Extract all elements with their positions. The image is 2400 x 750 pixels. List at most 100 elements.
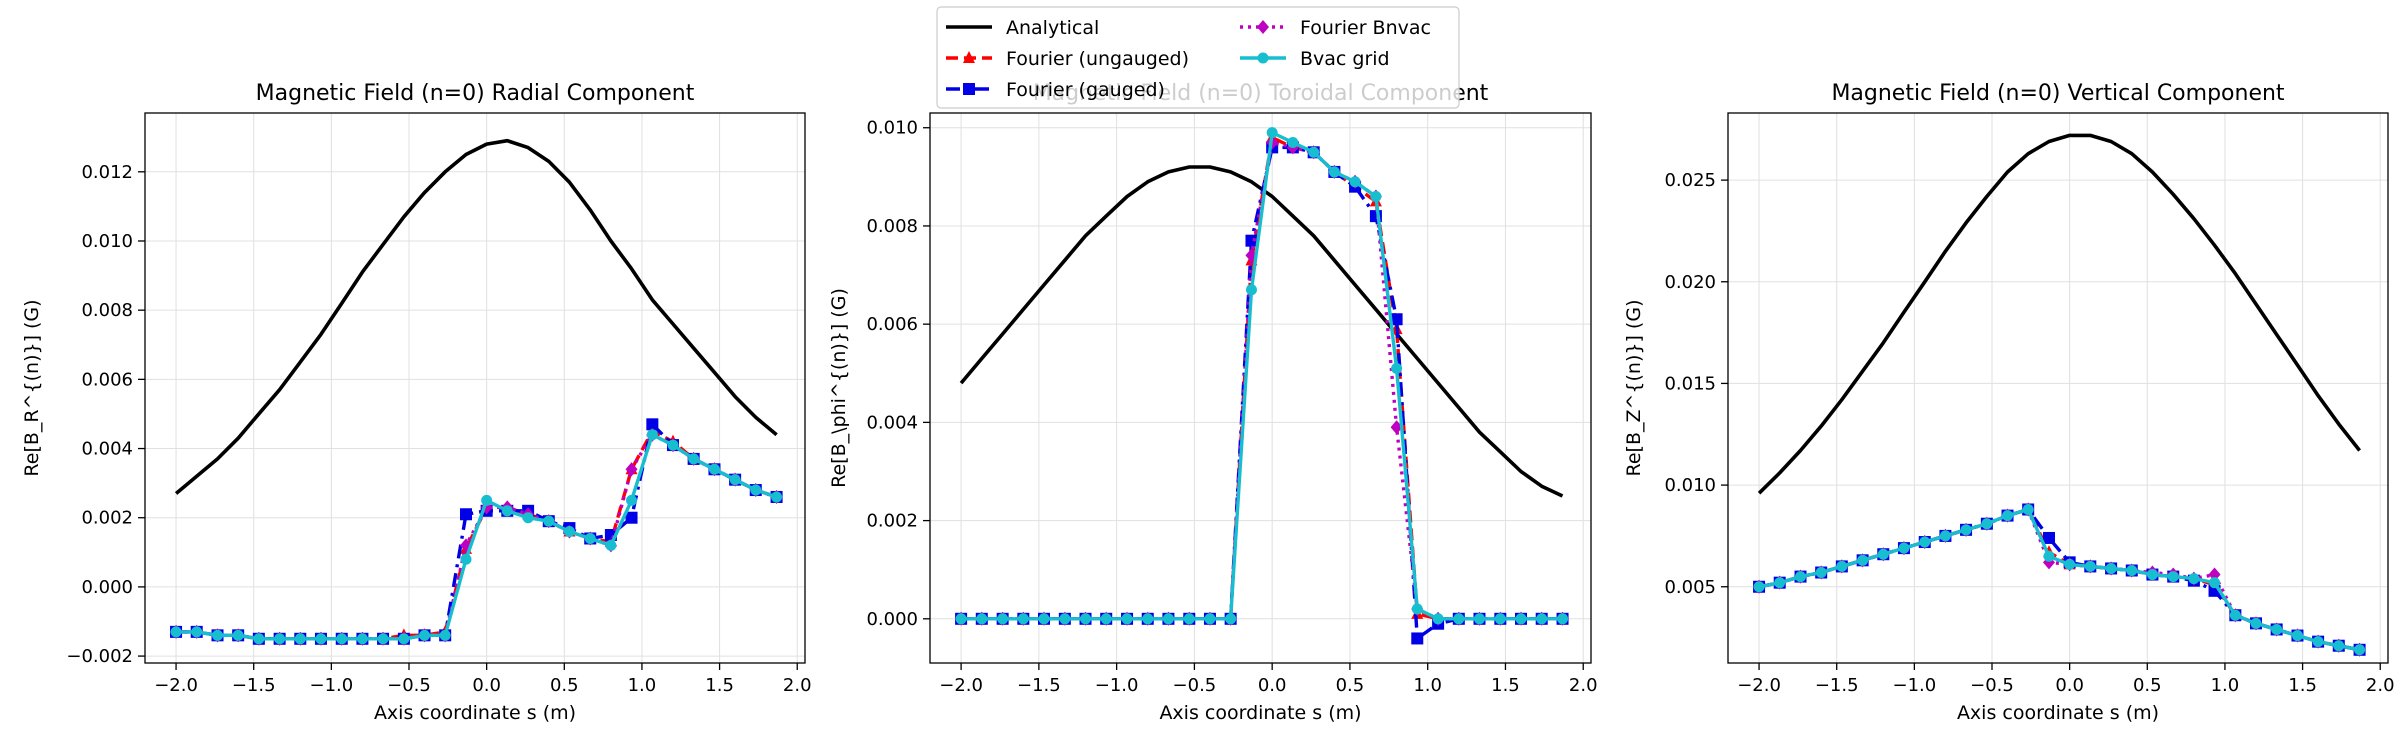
data-point	[459, 508, 472, 521]
data-point	[2146, 569, 2158, 581]
data-point	[1017, 613, 1029, 625]
y-tick-label: 0.006	[866, 314, 918, 335]
chart-panel-3: −2.0 −1.5 −1.0 −0.5 0.0 0.5 1.0 1.5 2.0 0.005 0.01…	[1623, 81, 2395, 724]
data-point	[1328, 166, 1340, 178]
data-point	[294, 633, 306, 645]
data-point	[563, 526, 575, 538]
data-point	[625, 511, 638, 524]
x-tick-label: −1.5	[1815, 675, 1859, 696]
data-point	[274, 633, 286, 645]
series-line	[1757, 133, 2362, 495]
data-point	[584, 532, 596, 544]
x-tick-label: 2.0	[1569, 675, 1598, 696]
y-axis-label: Re[B_Z^{(n)}] (G)	[1623, 300, 1645, 477]
data-point	[356, 633, 368, 645]
data-point	[688, 453, 700, 465]
data-point	[646, 429, 658, 441]
data-point	[1981, 518, 1993, 530]
data-point	[1494, 613, 1506, 625]
legend-box	[936, 6, 1460, 109]
data-point	[1183, 613, 1195, 625]
data-point	[729, 474, 741, 486]
data-point	[1204, 613, 1216, 625]
legend-label: Bvac grid	[1300, 48, 1390, 70]
chart-panel-2: −2.0 −1.5 −1.0 −0.5 0.0 0.5 1.0 1.5 2.0 0.000 0.00…	[828, 81, 1598, 724]
data-point	[750, 484, 762, 496]
legend-marker	[1257, 52, 1269, 64]
legend-entry: Bvac grid	[1240, 48, 1390, 70]
legend-entry: Fourier (ungauged)	[946, 48, 1189, 70]
data-point	[1391, 362, 1403, 374]
x-tick-label: −1.5	[232, 675, 276, 696]
data-point	[2354, 644, 2366, 656]
data-point	[2208, 567, 2221, 582]
data-point	[1411, 632, 1424, 645]
data-point	[1432, 613, 1444, 625]
data-point	[543, 515, 555, 527]
x-tick-label: 0.5	[2133, 675, 2162, 696]
legend-label: Analytical	[1006, 17, 1099, 39]
legend-label: Fourier (ungauged)	[1006, 48, 1189, 70]
data-point	[626, 494, 638, 506]
series-line	[174, 138, 778, 495]
data-point	[1370, 190, 1382, 202]
x-tick-label: 1.0	[2211, 675, 2240, 696]
x-tick-label: −0.5	[1970, 675, 2014, 696]
legend-marker	[963, 83, 975, 95]
data-point	[1390, 420, 1403, 435]
data-point	[1453, 613, 1465, 625]
data-point	[460, 553, 472, 565]
x-tick-label: 0.0	[2055, 675, 2084, 696]
x-axis-label: Axis coordinate s (m)	[1957, 702, 2159, 724]
axes-frame	[1727, 112, 2389, 664]
data-point	[976, 613, 988, 625]
data-point	[315, 633, 327, 645]
data-point	[1059, 613, 1071, 625]
data-point	[667, 439, 679, 451]
x-tick-label: −2.0	[1737, 675, 1781, 696]
plot-area	[955, 127, 1569, 645]
data-point	[1898, 542, 1910, 554]
y-tick-label: 0.004	[866, 412, 918, 433]
data-point	[1536, 613, 1548, 625]
y-tick-label: 0.012	[81, 162, 133, 183]
data-point	[191, 626, 203, 638]
x-tick-label: −2.0	[939, 675, 983, 696]
data-point	[1121, 613, 1133, 625]
legend-marker	[1257, 20, 1269, 34]
data-point	[1245, 284, 1257, 296]
legend-entry: Fourier Bnvac	[1240, 17, 1431, 39]
x-tick-label: 0.0	[472, 675, 501, 696]
data-point	[1774, 577, 1786, 589]
data-point	[2167, 571, 2179, 583]
data-point	[2105, 562, 2117, 574]
data-point	[1266, 127, 1278, 139]
data-point	[646, 418, 659, 431]
data-point	[212, 629, 224, 641]
data-point	[2271, 623, 2283, 635]
y-axis-label: Re[B_\phi^{(n)}] (G)	[828, 288, 850, 488]
data-point	[170, 626, 182, 638]
data-point	[2002, 510, 2014, 522]
series-line	[176, 429, 778, 641]
series-line	[961, 130, 1563, 621]
x-tick-label: −0.5	[387, 675, 431, 696]
x-axis-label: Axis coordinate s (m)	[1159, 702, 1361, 724]
data-point	[955, 613, 967, 625]
x-tick-label: 1.5	[1491, 675, 1520, 696]
data-point	[1515, 613, 1527, 625]
legend-marker	[963, 51, 975, 63]
data-point	[336, 633, 348, 645]
y-tick-label: 0.004	[81, 439, 133, 460]
x-tick-label: 0.0	[1258, 675, 1287, 696]
data-point	[2188, 573, 2200, 585]
data-point	[1390, 313, 1403, 326]
series-bvac-grid	[170, 429, 783, 645]
legend-entry: Fourier (gauged)	[946, 79, 1165, 101]
x-tick-label: 1.5	[2288, 675, 2317, 696]
y-tick-label: 0.005	[1664, 577, 1716, 598]
data-point	[2333, 640, 2345, 652]
legend: Analytical Fourier (ungauged) Fourier (gau…	[936, 6, 1460, 109]
x-tick-label: 0.5	[550, 675, 579, 696]
